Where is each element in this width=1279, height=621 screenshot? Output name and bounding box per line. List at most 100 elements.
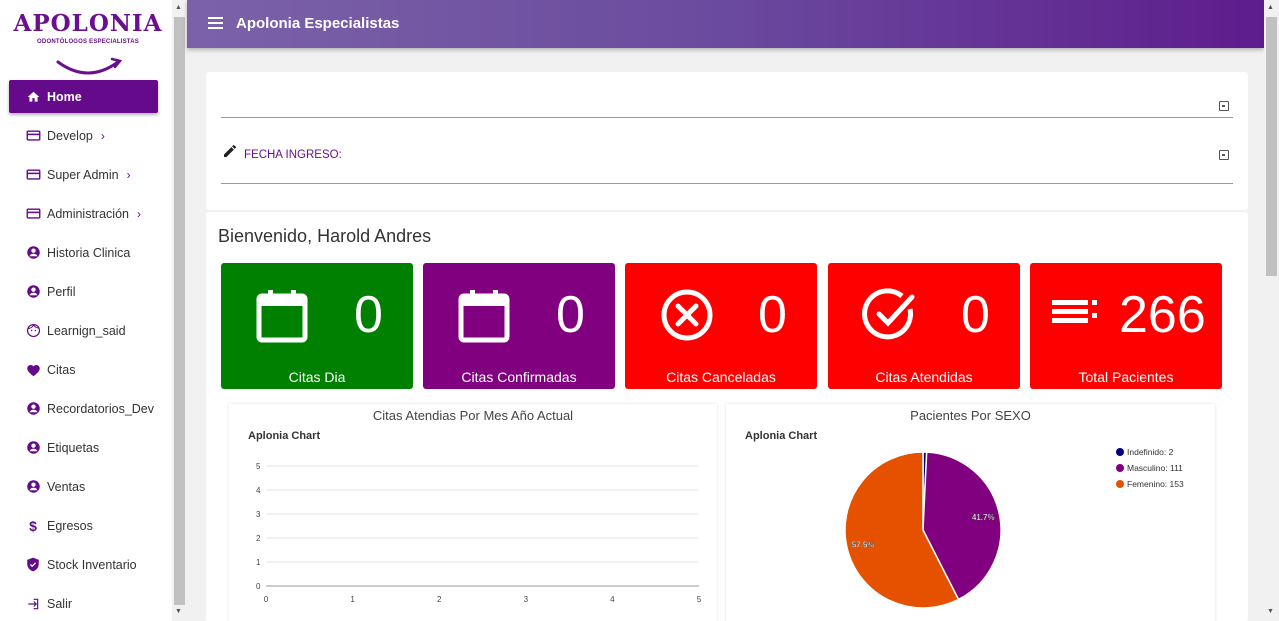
legend-item[interactable]: Masculino: 111 [1116, 463, 1183, 473]
sidebar-item-label: Historia Clinica [47, 245, 131, 260]
calendar-icon[interactable] [1219, 150, 1229, 160]
scroll-up-icon[interactable]: ▲ [1267, 4, 1274, 11]
x-tick-label: 3 [524, 595, 529, 604]
sidebar-item-historia-clinica[interactable]: Historia Clinica [9, 236, 158, 269]
sidebar-item-label: Perfil [47, 284, 76, 299]
sidebar-item-citas[interactable]: Citas [9, 353, 158, 386]
pie-chart: 41.7% 57.5% [844, 451, 1002, 609]
menu-icon[interactable] [208, 17, 223, 31]
stat-label: Citas Atendidas [875, 369, 973, 385]
y-tick-label: 1 [256, 558, 261, 567]
sidebar-item-label: Ventas [47, 479, 86, 494]
sidebar-item-ventas[interactable]: Ventas [9, 470, 158, 503]
calendar-icon[interactable] [1219, 101, 1229, 111]
sidebar-item-administracion[interactable]: Administración › [9, 197, 158, 230]
x-tick-label: 0 [264, 595, 269, 604]
legend-label: Femenino: 153 [1127, 479, 1184, 489]
top-app-bar: Apolonia Especialistas [187, 0, 1264, 48]
app-title: Apolonia Especialistas [236, 15, 400, 32]
scrollbar-thumb[interactable] [1266, 17, 1277, 276]
legend-item[interactable]: Femenino: 153 [1116, 479, 1184, 489]
account-icon [25, 479, 41, 495]
y-tick-label: 2 [256, 534, 261, 543]
x-tick-label: 2 [437, 595, 442, 604]
account-icon [25, 401, 41, 417]
chart-title: Citas Atendias Por Mes Año Actual [372, 408, 574, 423]
list-icon [1052, 300, 1097, 323]
legend-item[interactable]: Indefinido: 2 [1116, 447, 1173, 457]
sidebar-item-perfil[interactable]: Perfil [9, 275, 158, 308]
fecha-ingreso-underline[interactable] [221, 183, 1233, 184]
card-icon [25, 167, 41, 183]
account-icon [25, 245, 41, 261]
sidebar-item-super-admin[interactable]: Super Admin › [9, 158, 158, 191]
pie-slice-label: 41.7% [972, 513, 995, 522]
sidebar-item-label: Learnign_said [47, 323, 126, 338]
chevron-right-icon: › [100, 128, 105, 143]
y-tick-label: 5 [256, 462, 261, 471]
sidebar-item-recordatorios-dev[interactable]: Recordatorios_Dev [9, 392, 158, 425]
legend-label: Masculino: 111 [1127, 463, 1183, 473]
sidebar-item-etiquetas[interactable]: Etiquetas [9, 431, 158, 464]
x-tick-label: 5 [697, 595, 702, 604]
scroll-down-icon[interactable]: ▼ [175, 608, 182, 615]
fecha-ingreso-label: FECHA INGRESO: [244, 149, 342, 161]
chart-title: Pacientes Por SEXO [910, 408, 1031, 423]
stat-card-citas-confirmadas[interactable]: 0 Citas Confirmadas [423, 263, 615, 389]
legend-label: Indefinido: 2 [1127, 447, 1174, 457]
sidebar-item-develop[interactable]: Develop › [9, 119, 158, 152]
check-circle-icon [862, 288, 915, 340]
home-icon [25, 89, 41, 105]
stat-label: Citas Canceladas [666, 369, 776, 385]
stat-value: 0 [961, 286, 990, 344]
page-scrollbar[interactable]: ▲ ▼ [1264, 0, 1279, 621]
legend-swatch [1116, 480, 1124, 488]
sidebar-item-label: Administración [47, 206, 129, 221]
sidebar-scrollbar[interactable]: ▲ ▼ [172, 0, 187, 621]
sidebar-item-home[interactable]: Home [9, 80, 158, 113]
card-icon [25, 206, 41, 222]
chevron-right-icon: › [126, 167, 131, 182]
y-tick-label: 3 [256, 510, 261, 519]
stat-label: Citas Dia [288, 369, 346, 385]
y-tick-label: 4 [256, 486, 261, 495]
line-chart-card: Citas Atendias Por Mes Año Actual Aploni… [229, 404, 717, 621]
logo-title: APOLONIA [13, 10, 163, 37]
logo[interactable]: APOLONIA ODONTÓLOGOS ESPECIALISTAS [0, 0, 172, 80]
y-tick-label: 0 [256, 582, 261, 591]
stat-card-citas-atendidas[interactable]: 0 Citas Atendidas [828, 263, 1020, 389]
dollar-icon: $ [29, 517, 37, 534]
pie-chart-card: Pacientes Por SEXO Aplonia Chart 41.7% 57… [726, 404, 1215, 621]
heart-icon [25, 362, 41, 378]
scroll-down-icon[interactable]: ▼ [1267, 608, 1274, 615]
exit-icon [25, 596, 41, 612]
sidebar-item-label: Super Admin [47, 167, 119, 182]
stat-card-citas-dia[interactable]: 0 Citas Dia [221, 263, 413, 389]
sidebar-item-label: Stock Inventario [47, 557, 137, 572]
stat-card-citas-canceladas[interactable]: 0 Citas Canceladas [625, 263, 817, 389]
sidebar-item-label: Egresos [47, 518, 93, 533]
chevron-right-icon: › [136, 206, 141, 221]
scrollbar-thumb[interactable] [174, 17, 185, 605]
stat-value: 0 [758, 286, 787, 344]
account-icon [25, 284, 41, 300]
chart-subtitle: Aplonia Chart [248, 430, 321, 442]
line-chart: 0 1 2 3 4 5 0 1 2 3 4 5 [256, 462, 702, 604]
dashboard-card: Bienvenido, Harold Andres 0 Citas Dia 0 … [206, 212, 1248, 621]
sidebar-item-label: Salir [47, 596, 73, 611]
date-field-underline[interactable] [221, 117, 1233, 118]
sidebar-item-stock-inventario[interactable]: Stock Inventario [9, 548, 158, 581]
sidebar-item-salir[interactable]: Salir [9, 587, 158, 620]
pie-slice [844, 451, 960, 609]
stat-card-total-pacientes[interactable]: 266 Total Pacientes [1030, 263, 1222, 389]
sidebar-item-label: Citas [47, 362, 76, 377]
card-icon [25, 128, 41, 144]
cancel-circle-icon [661, 289, 713, 341]
stat-value: 266 [1119, 286, 1206, 344]
sidebar-item-label: Etiquetas [47, 440, 100, 455]
scroll-up-icon[interactable]: ▲ [175, 4, 182, 11]
sidebar-item-learnign-said[interactable]: Learnign_said [9, 314, 158, 347]
shield-icon [25, 557, 41, 573]
sidebar-item-egresos[interactable]: $ Egresos [9, 509, 158, 542]
stat-value: 0 [556, 286, 585, 344]
